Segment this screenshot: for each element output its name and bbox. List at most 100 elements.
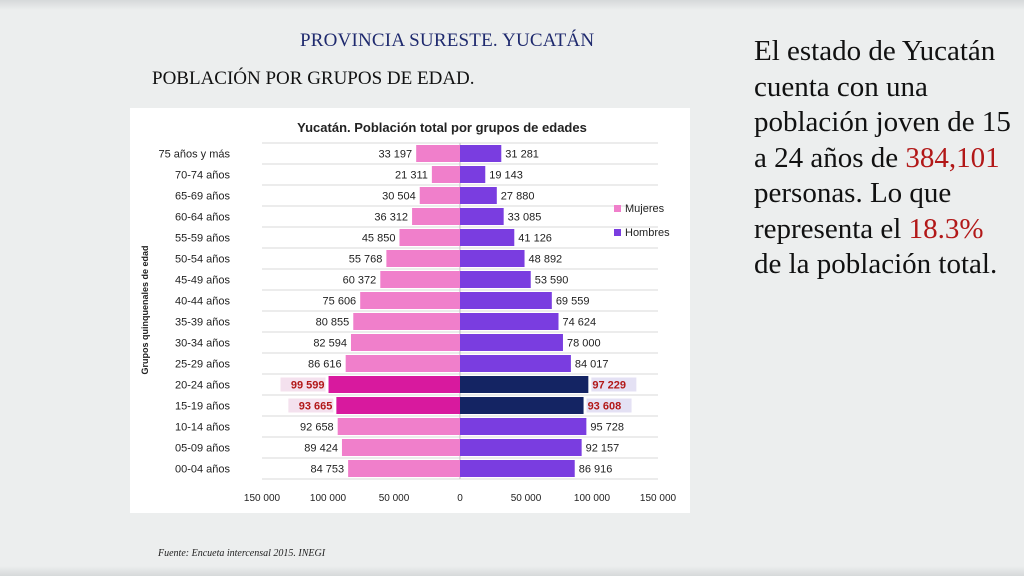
category-label-55-59-a-os: 55-59 años [175,233,231,245]
bar-mujeres-60-64-a-os [412,208,460,225]
bar-hombres-75-a-os-y-m-s [460,145,502,162]
bar-hombres-30-34-a-os [460,334,563,351]
legend-label-hombres: Hombres [625,227,670,239]
category-label-75-a-os-y-m-s: 75 años y más [158,149,230,161]
data-label-hombres-60-64-a-os: 33 085 [508,212,542,224]
data-label-mujeres-05-09-a-os: 89 424 [304,443,338,455]
bar-hombres-45-49-a-os [460,271,531,288]
y-axis-label: Grupos quinquenales de edad [140,245,150,374]
data-label-mujeres-45-49-a-os: 60 372 [343,275,377,287]
data-label-mujeres-65-69-a-os: 30 504 [382,191,416,203]
data-label-mujeres-30-34-a-os: 82 594 [313,338,347,350]
bar-mujeres-35-39-a-os [353,313,460,330]
bar-hombres-10-14-a-os [460,418,587,435]
bar-mujeres-25-29-a-os [345,355,460,372]
category-labels: 75 años y más 70-74 años 65-69 años 60-64 a… [158,149,230,476]
data-label-mujeres-10-14-a-os: 92 658 [300,422,334,434]
x-tick-label: 100 000 [310,493,347,504]
bar-mujeres-75-a-os-y-m-s [416,145,460,162]
bar-mujeres-30-34-a-os [350,334,460,351]
x-tick-label: 100 000 [574,493,611,504]
data-label-hombres-45-49-a-os: 53 590 [535,275,569,287]
data-label-hombres-15-19-a-os: 93 608 [588,401,622,413]
category-label-50-54-a-os: 50-54 años [175,254,231,266]
summary-text: El estado de Yucatán cuenta con una pobl… [754,34,1014,283]
bar-hombres-20-24-a-os [460,376,589,393]
bar-mujeres-00-04-a-os [348,460,460,477]
data-label-hombres-20-24-a-os: 97 229 [592,380,626,392]
bar-hombres-00-04-a-os [460,460,575,477]
province-title: PROVINCIA SURESTE. YUCATÁN [300,30,595,51]
summary-part-1: El estado de Yucatán cuenta con una pobl… [754,35,1011,174]
category-label-45-49-a-os: 45-49 años [175,275,231,287]
data-label-hombres-65-69-a-os: 27 880 [501,191,535,203]
category-label-05-09-a-os: 05-09 años [175,443,231,455]
data-label-mujeres-35-39-a-os: 80 855 [316,317,350,329]
legend: Mujeres Hombres [614,203,670,239]
x-tick-label: 0 [457,493,463,504]
category-label-40-44-a-os: 40-44 años [175,296,231,308]
chart-panel: Yucatán. Población total por grupos de e… [130,108,690,513]
top-frame-band [0,0,1024,10]
x-tick-label: 150 000 [244,493,281,504]
category-label-15-19-a-os: 15-19 años [175,401,231,413]
bottom-frame-band [0,566,1024,576]
legend-label-mujeres: Mujeres [625,203,665,215]
category-label-30-34-a-os: 30-34 años [175,338,231,350]
data-label-mujeres-70-74-a-os: 21 311 [395,170,428,182]
data-label-mujeres-25-29-a-os: 86 616 [308,359,342,371]
data-label-mujeres-75-a-os-y-m-s: 33 197 [379,149,413,161]
population-pyramid-chart: Yucatán. Población total por grupos de e… [140,120,677,504]
bar-hombres-35-39-a-os [460,313,559,330]
legend-swatch-hombres [614,229,621,236]
data-label-mujeres-40-44-a-os: 75 606 [323,296,357,308]
bar-hombres-40-44-a-os [460,292,552,309]
category-label-35-39-a-os: 35-39 años [175,317,231,329]
x-tick-label: 50 000 [379,493,410,504]
data-label-bg-mujeres-20-24-a-os [280,377,326,392]
category-label-10-14-a-os: 10-14 años [175,422,231,434]
data-label-hombres-05-09-a-os: 92 157 [586,443,620,455]
data-label-bg-hombres-20-24-a-os [591,377,637,392]
summary-part-2: personas. Lo que representa el [754,177,952,245]
grid-lines [262,142,658,480]
data-label-hombres-00-04-a-os: 86 916 [579,464,613,476]
data-label-mujeres-50-54-a-os: 55 768 [349,254,383,266]
bar-hombres-65-69-a-os [460,187,497,204]
bar-hombres-25-29-a-os [460,355,571,372]
data-label-hombres-55-59-a-os: 41 126 [518,233,552,245]
bar-mujeres-20-24-a-os [328,376,460,393]
category-label-20-24-a-os: 20-24 años [175,380,231,392]
bar-mujeres-70-74-a-os [431,166,460,183]
bar-hombres-55-59-a-os [460,229,515,246]
data-label-hombres-10-14-a-os: 95 728 [590,422,624,434]
x-axis-ticks: 150 000 100 000 50 000 0 50 000 100 000 150 00… [244,493,677,504]
bar-hombres-70-74-a-os [460,166,486,183]
summary-part-3: de la población total. [754,248,998,280]
category-label-25-29-a-os: 25-29 años [175,359,231,371]
source-note: Fuente: Encueta intercensal 2015. INEGI [158,548,326,559]
bars-group: 33 197 31 281 21 311 19 143 30 504 27 880 36 3… [280,145,637,477]
data-label-hombres-75-a-os-y-m-s: 31 281 [505,149,539,161]
bar-mujeres-10-14-a-os [337,418,460,435]
data-label-mujeres-15-19-a-os: 93 665 [299,401,333,413]
bar-hombres-15-19-a-os [460,397,584,414]
data-label-hombres-25-29-a-os: 84 017 [575,359,609,371]
x-tick-label: 150 000 [640,493,677,504]
data-label-bg-hombres-15-19-a-os [586,398,632,413]
bar-mujeres-15-19-a-os [336,397,460,414]
category-label-60-64-a-os: 60-64 años [175,212,231,224]
bar-mujeres-65-69-a-os [419,187,460,204]
data-label-mujeres-55-59-a-os: 45 850 [362,233,396,245]
data-label-hombres-40-44-a-os: 69 559 [556,296,590,308]
bar-mujeres-40-44-a-os [360,292,460,309]
data-label-mujeres-60-64-a-os: 36 312 [374,212,408,224]
category-label-00-04-a-os: 00-04 años [175,464,231,476]
bar-mujeres-55-59-a-os [399,229,460,246]
x-tick-label: 50 000 [511,493,542,504]
data-label-hombres-30-34-a-os: 78 000 [567,338,601,350]
data-label-hombres-50-54-a-os: 48 892 [529,254,563,266]
summary-highlight-percent: 18.3% [908,212,984,245]
section-title: POBLACIÓN POR GRUPOS DE EDAD. [152,68,475,89]
category-label-65-69-a-os: 65-69 años [175,191,231,203]
